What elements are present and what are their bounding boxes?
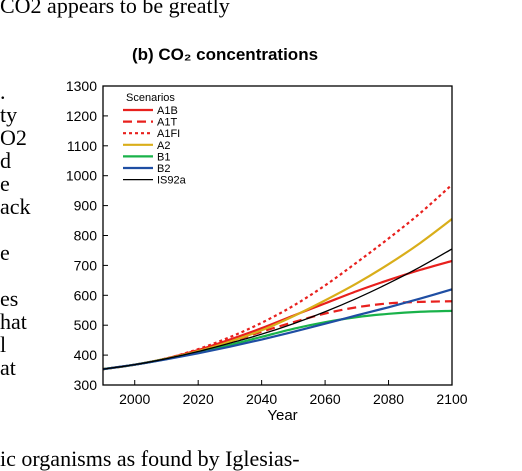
y-tick-label: 300: [74, 377, 98, 393]
x-tick-label: 2040: [246, 391, 277, 407]
legend-label-a2: A2: [157, 140, 170, 152]
series-line-a2: [103, 218, 452, 371]
plot-frame: [102, 85, 453, 386]
x-axis: 2000 2020 2040 2060 2080 2100: [119, 380, 468, 407]
y-tick-label: 700: [74, 257, 98, 273]
plot-area: [103, 183, 452, 371]
document-left-line: hat: [0, 309, 27, 334]
legend-title: Scenarios: [126, 92, 175, 104]
y-tick-label: 500: [74, 317, 98, 333]
y-tick-label: 900: [74, 198, 98, 214]
x-axis-label: Year: [267, 407, 297, 424]
x-tick-label: 2060: [310, 391, 341, 407]
y-tick-label: 600: [74, 287, 98, 303]
document-left-line: e: [0, 240, 10, 265]
x-tick-label: 2080: [373, 391, 404, 407]
document-left-line: d: [0, 148, 11, 173]
document-left-line: ty: [0, 102, 18, 127]
document-left-line: es: [0, 286, 19, 311]
x-tick-label: 2020: [183, 391, 214, 407]
y-axis: 300 400 500 600 700 800 900 1000 1100 1200 1300: [66, 78, 108, 393]
legend-label-a1b: A1B: [157, 105, 178, 117]
y-tick-label: 1100: [67, 138, 97, 154]
x-tick-label: 2000: [119, 391, 150, 407]
document-left-line: .: [0, 79, 6, 104]
y-tick-label: 1200: [66, 108, 97, 124]
document-left-line: O2: [0, 125, 27, 150]
legend-label-a1fi: A1FI: [157, 128, 180, 140]
document-left-line: ack: [0, 194, 31, 219]
legend-label-is92a: IS92a: [157, 175, 187, 187]
y-tick-label: 1000: [66, 168, 97, 184]
document-left-line: l: [0, 332, 7, 357]
document-top-line: CO2 appears to be greatly: [0, 0, 230, 18]
y-tick-label: 400: [74, 347, 98, 363]
y-tick-label: 1300: [66, 78, 97, 94]
x-tick-label: 2100: [436, 391, 467, 407]
y-tick-label: 800: [74, 228, 98, 244]
legend-label-a1t: A1T: [157, 117, 177, 129]
document-left-line: at: [0, 355, 16, 380]
chart-title: (b) CO₂ concentrations: [132, 45, 318, 64]
legend-label-b2: B2: [157, 163, 170, 175]
document-left-line: e: [0, 171, 10, 196]
legend-label-b1: B1: [157, 151, 170, 163]
series-line-is92a: [103, 248, 452, 370]
